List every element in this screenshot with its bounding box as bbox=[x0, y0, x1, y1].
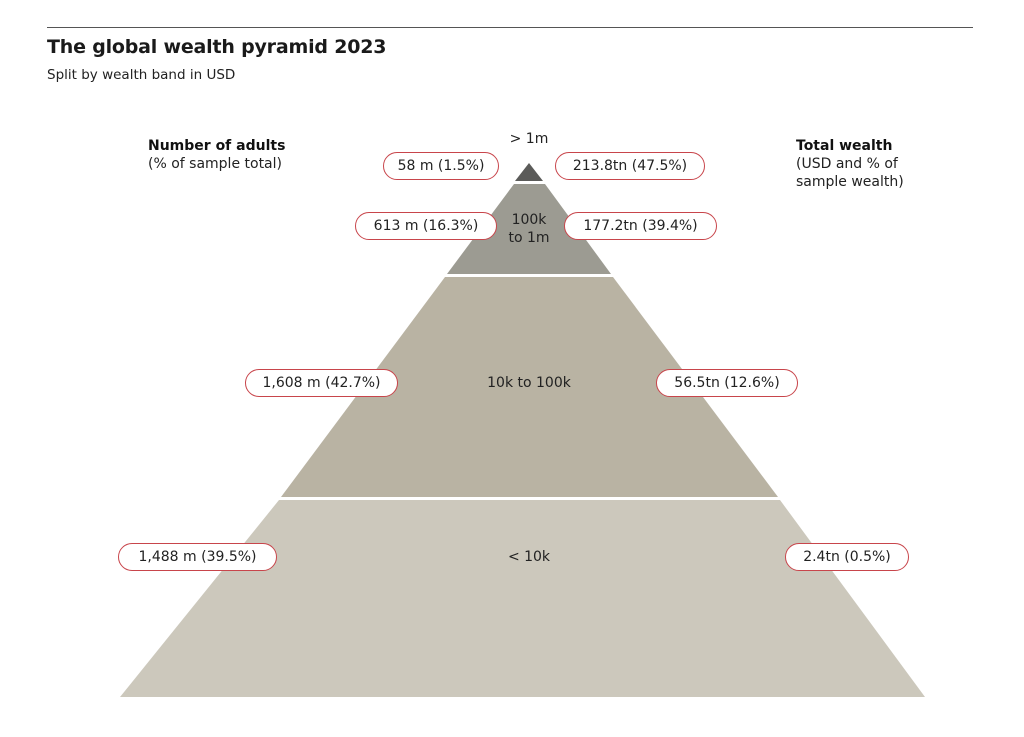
top-rule bbox=[47, 27, 973, 28]
right-heading-title: Total wealth bbox=[796, 138, 893, 154]
band-label-100k-1m: 100k to 1m bbox=[489, 211, 569, 247]
left-heading-title: Number of adults bbox=[148, 138, 286, 154]
band-label-over-1m: > 1m bbox=[509, 131, 549, 147]
band-label-10k-100k: 10k to 100k bbox=[487, 375, 571, 391]
wealth-pill-100k-1m: 177.2tn (39.4%) bbox=[564, 212, 717, 240]
right-heading-subtitle-2: sample wealth) bbox=[796, 174, 904, 190]
adults-pill-100k-1m: 613 m (16.3%) bbox=[355, 212, 497, 240]
chart-subtitle: Split by wealth band in USD bbox=[47, 67, 236, 83]
right-heading: Total wealth (USD and % of sample wealth… bbox=[796, 137, 904, 191]
left-heading-subtitle: (% of sample total) bbox=[148, 156, 282, 172]
adults-pill-10k-100k: 1,608 m (42.7%) bbox=[245, 369, 398, 397]
left-heading: Number of adults (% of sample total) bbox=[148, 137, 285, 173]
band-over-1m bbox=[515, 163, 543, 181]
adults-pill-under-10k: 1,488 m (39.5%) bbox=[118, 543, 277, 571]
adults-pill-over-1m: 58 m (1.5%) bbox=[383, 152, 499, 180]
right-heading-subtitle-1: (USD and % of bbox=[796, 156, 898, 172]
wealth-pill-10k-100k: 56.5tn (12.6%) bbox=[656, 369, 798, 397]
band-100k-1m bbox=[447, 184, 611, 274]
wealth-pill-over-1m: 213.8tn (47.5%) bbox=[555, 152, 705, 180]
band-label-under-10k: < 10k bbox=[507, 549, 551, 565]
band-under-10k bbox=[120, 500, 925, 697]
wealth-pill-under-10k: 2.4tn (0.5%) bbox=[785, 543, 909, 571]
band-10k-100k bbox=[281, 277, 778, 497]
chart-title: The global wealth pyramid 2023 bbox=[47, 36, 387, 58]
band-label-100k-1m-line1: 100k bbox=[511, 212, 547, 228]
band-label-100k-1m-line2: to 1m bbox=[508, 230, 550, 246]
